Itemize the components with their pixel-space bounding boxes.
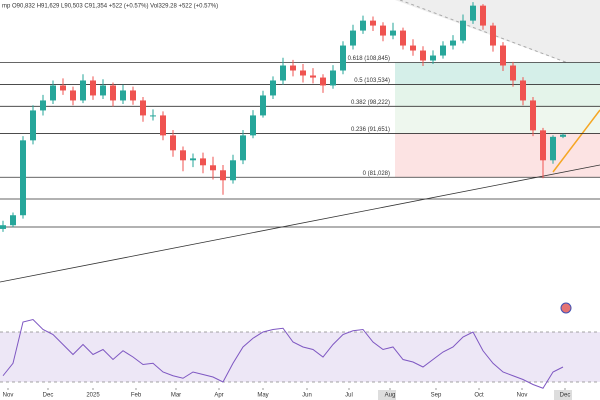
candle-body: [470, 5, 476, 21]
flag-icon: [560, 302, 572, 314]
candle-body: [490, 25, 496, 46]
x-tick-label: 2025: [86, 393, 100, 399]
candle-body: [460, 20, 466, 41]
candle-body: [480, 5, 486, 26]
x-label-highlight: [378, 390, 396, 400]
candle-body: [290, 65, 296, 71]
candle-body: [150, 115, 156, 117]
candle-body: [520, 80, 526, 101]
candle-body: [260, 95, 266, 116]
candle-body: [100, 85, 106, 96]
projection-line: [552, 109, 600, 173]
fib-zone: [395, 84, 600, 107]
x-tick-label: Dec: [560, 393, 571, 399]
candle-body: [70, 90, 76, 101]
candle-body: [60, 85, 66, 91]
hatched-zone: [395, 0, 600, 75]
candle-body: [20, 140, 26, 216]
candle-body: [120, 90, 126, 101]
candle-body: [280, 65, 286, 81]
candle-body: [130, 90, 136, 101]
candle-body: [550, 136, 556, 161]
candle-body: [0, 225, 6, 229]
x-tick-label: Apr: [214, 393, 223, 399]
candle-body: [160, 115, 166, 136]
fib-label: 0.382 (98,222): [351, 100, 390, 106]
x-tick-label: Sep: [431, 393, 442, 399]
candle-body: [440, 45, 446, 56]
fib-label: 0 (81,028): [363, 171, 390, 177]
candle-body: [390, 30, 396, 36]
x-tick-label: Mar: [171, 393, 181, 399]
x-label-highlight: [554, 390, 572, 400]
candle-body: [30, 110, 36, 141]
candle-body: [110, 85, 116, 101]
candle-body: [510, 65, 516, 81]
candle-body: [190, 158, 196, 161]
candle-body: [310, 75, 316, 78]
candle-body: [300, 70, 306, 76]
x-tick-label: Nov: [517, 393, 528, 399]
candle-body: [540, 130, 546, 161]
candle-body: [240, 135, 246, 161]
candle-body: [410, 45, 416, 51]
candle-body: [270, 80, 276, 96]
candle-body: [200, 158, 206, 166]
x-tick-label: Aug: [385, 393, 396, 399]
x-tick-label: May: [257, 393, 268, 399]
candle-body: [450, 40, 456, 46]
candle-body: [370, 20, 376, 26]
candle-body: [80, 80, 86, 101]
x-tick-label: Feb: [131, 393, 142, 399]
candle-body: [500, 45, 506, 66]
candle-body: [210, 165, 216, 171]
candle-body: [180, 150, 186, 161]
x-tick-label: Oct: [474, 393, 484, 399]
candle-body: [90, 80, 96, 96]
candle-body: [340, 45, 346, 71]
fib-label: 0.618 (108,845): [348, 56, 390, 62]
fib-label: 0.236 (91,651): [351, 127, 390, 133]
rsi-band: [0, 332, 600, 382]
candle-body: [40, 100, 46, 111]
candle-body: [50, 85, 56, 101]
trend-line: [0, 164, 600, 283]
candle-body: [220, 170, 226, 181]
candle-body: [230, 160, 236, 181]
candle-body: [430, 55, 436, 61]
fib-zone: [395, 106, 600, 134]
candle-body: [380, 25, 386, 36]
candle-body: [400, 30, 406, 46]
candle-body: [420, 50, 426, 61]
candle-body: [320, 77, 326, 86]
x-tick-label: Dec: [43, 393, 54, 399]
candle-body: [530, 100, 536, 131]
ohlc-header: mp O90,832 H91,629 L90,503 C91,354 +522 …: [2, 4, 218, 10]
candle-body: [350, 30, 356, 46]
candle-body: [560, 134, 566, 137]
candle-body: [330, 70, 336, 86]
x-tick-label: Nov: [3, 393, 14, 399]
candle-body: [140, 100, 146, 116]
x-tick-label: Jun: [302, 393, 312, 399]
rsi-line: [2, 318, 564, 389]
fib-zone: [395, 62, 600, 85]
candle-body: [10, 215, 16, 226]
candle-body: [250, 115, 256, 136]
fib-label: 0.5 (103,534): [354, 78, 390, 84]
candle-body: [360, 20, 366, 31]
candle-body: [170, 135, 176, 151]
x-tick-label: Jul: [345, 393, 353, 399]
